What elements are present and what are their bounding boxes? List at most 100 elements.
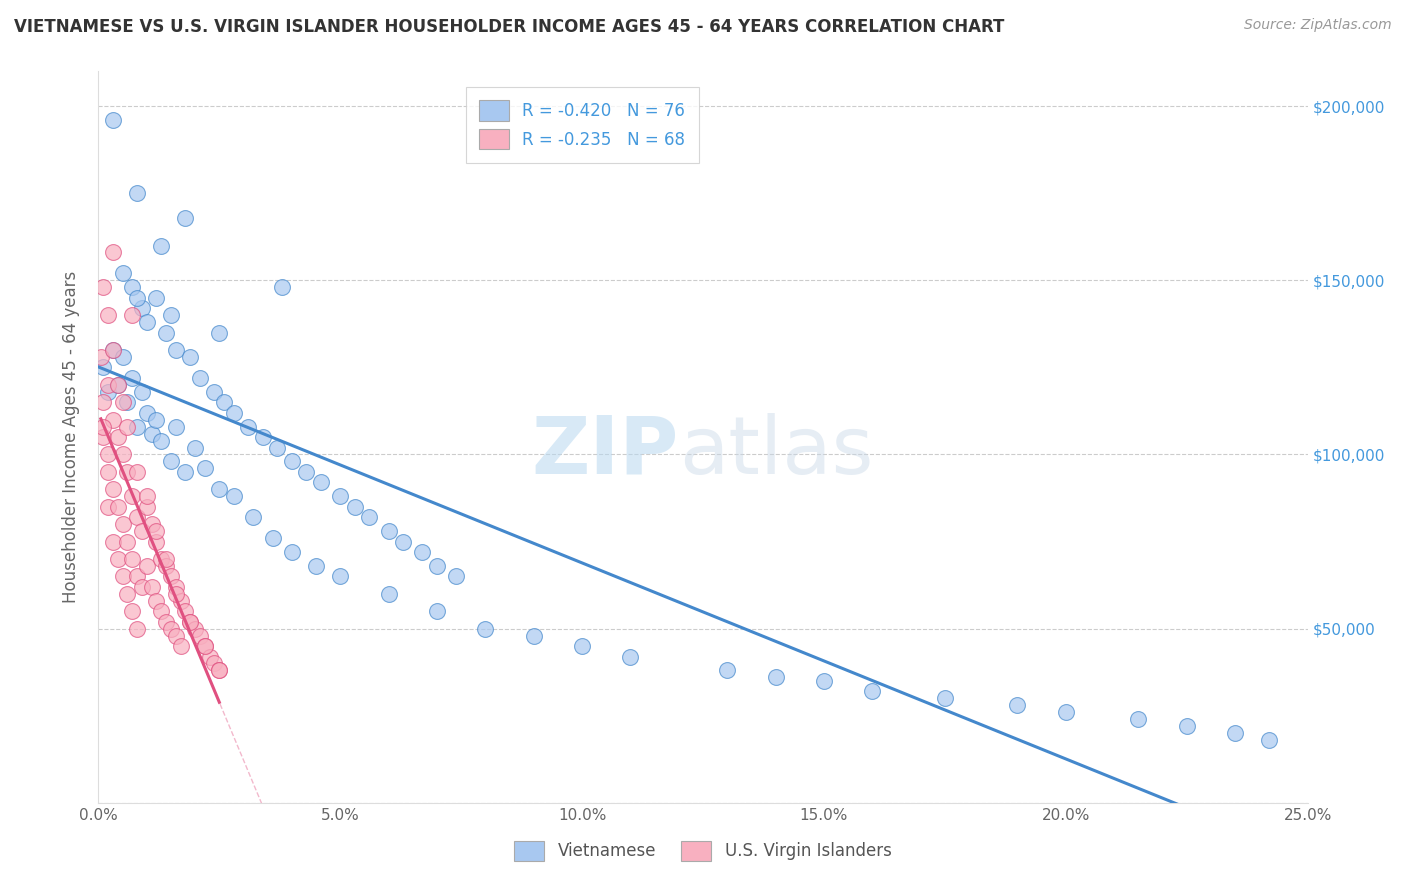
Point	[121, 280, 143, 294]
Point	[204, 384, 226, 399]
Point	[131, 580, 153, 594]
Point	[813, 673, 835, 688]
Point	[97, 377, 120, 392]
Point	[117, 587, 139, 601]
Point	[165, 580, 187, 594]
Point	[474, 622, 496, 636]
Point	[204, 657, 226, 671]
Point	[141, 580, 163, 594]
Point	[1054, 705, 1077, 719]
Point	[155, 326, 177, 340]
Point	[91, 360, 114, 375]
Point	[212, 395, 235, 409]
Point	[523, 629, 546, 643]
Point	[150, 434, 173, 448]
Point	[169, 639, 191, 653]
Point	[174, 604, 197, 618]
Point	[121, 489, 143, 503]
Point	[91, 280, 114, 294]
Point	[1128, 712, 1150, 726]
Point	[141, 517, 163, 532]
Point	[145, 594, 167, 608]
Point	[252, 430, 274, 444]
Point	[305, 558, 328, 573]
Point	[1175, 719, 1198, 733]
Point	[117, 534, 139, 549]
Point	[107, 377, 129, 392]
Point	[127, 465, 149, 479]
Point	[145, 291, 167, 305]
Point	[295, 465, 318, 479]
Point	[145, 534, 167, 549]
Point	[101, 483, 124, 497]
Point	[160, 569, 183, 583]
Point	[155, 552, 177, 566]
Point	[101, 245, 124, 260]
Point	[411, 545, 433, 559]
Point	[135, 558, 157, 573]
Point	[107, 377, 129, 392]
Point	[145, 412, 167, 426]
Point	[131, 524, 153, 538]
Point	[97, 465, 120, 479]
Point	[97, 500, 120, 514]
Point	[107, 500, 129, 514]
Point	[141, 426, 163, 441]
Point	[179, 615, 201, 629]
Point	[111, 517, 134, 532]
Point	[127, 291, 149, 305]
Point	[426, 558, 449, 573]
Point	[135, 315, 157, 329]
Point	[107, 430, 129, 444]
Point	[619, 649, 641, 664]
Point	[571, 639, 593, 653]
Point	[271, 280, 294, 294]
Point	[242, 510, 264, 524]
Point	[446, 569, 468, 583]
Point	[91, 430, 114, 444]
Point	[934, 691, 956, 706]
Point	[174, 211, 197, 225]
Point	[111, 448, 134, 462]
Point	[309, 475, 332, 490]
Point	[91, 419, 114, 434]
Point	[127, 569, 149, 583]
Point	[111, 395, 134, 409]
Text: atlas: atlas	[679, 413, 873, 491]
Point	[184, 441, 207, 455]
Point	[184, 622, 207, 636]
Text: VIETNAMESE VS U.S. VIRGIN ISLANDER HOUSEHOLDER INCOME AGES 45 - 64 YEARS CORRELA: VIETNAMESE VS U.S. VIRGIN ISLANDER HOUSE…	[14, 18, 1004, 36]
Point	[329, 569, 352, 583]
Point	[208, 326, 231, 340]
Legend: Vietnamese, U.S. Virgin Islanders: Vietnamese, U.S. Virgin Islanders	[508, 834, 898, 868]
Point	[426, 604, 449, 618]
Point	[160, 622, 183, 636]
Point	[238, 419, 260, 434]
Point	[188, 371, 211, 385]
Point	[121, 308, 143, 322]
Point	[222, 406, 245, 420]
Point	[194, 461, 217, 475]
Point	[222, 489, 245, 503]
Point	[198, 649, 221, 664]
Point	[860, 684, 883, 698]
Point	[150, 604, 173, 618]
Point	[160, 308, 183, 322]
Point	[101, 534, 124, 549]
Point	[91, 395, 114, 409]
Point	[101, 343, 124, 357]
Point	[188, 629, 211, 643]
Point	[155, 615, 177, 629]
Point	[155, 558, 177, 573]
Point	[1257, 733, 1279, 747]
Point	[131, 301, 153, 316]
Point	[150, 238, 173, 252]
Point	[121, 604, 143, 618]
Point	[359, 510, 381, 524]
Point	[121, 371, 143, 385]
Point	[101, 113, 124, 128]
Point	[90, 350, 112, 364]
Point	[121, 552, 143, 566]
Point	[165, 629, 187, 643]
Point	[716, 664, 738, 678]
